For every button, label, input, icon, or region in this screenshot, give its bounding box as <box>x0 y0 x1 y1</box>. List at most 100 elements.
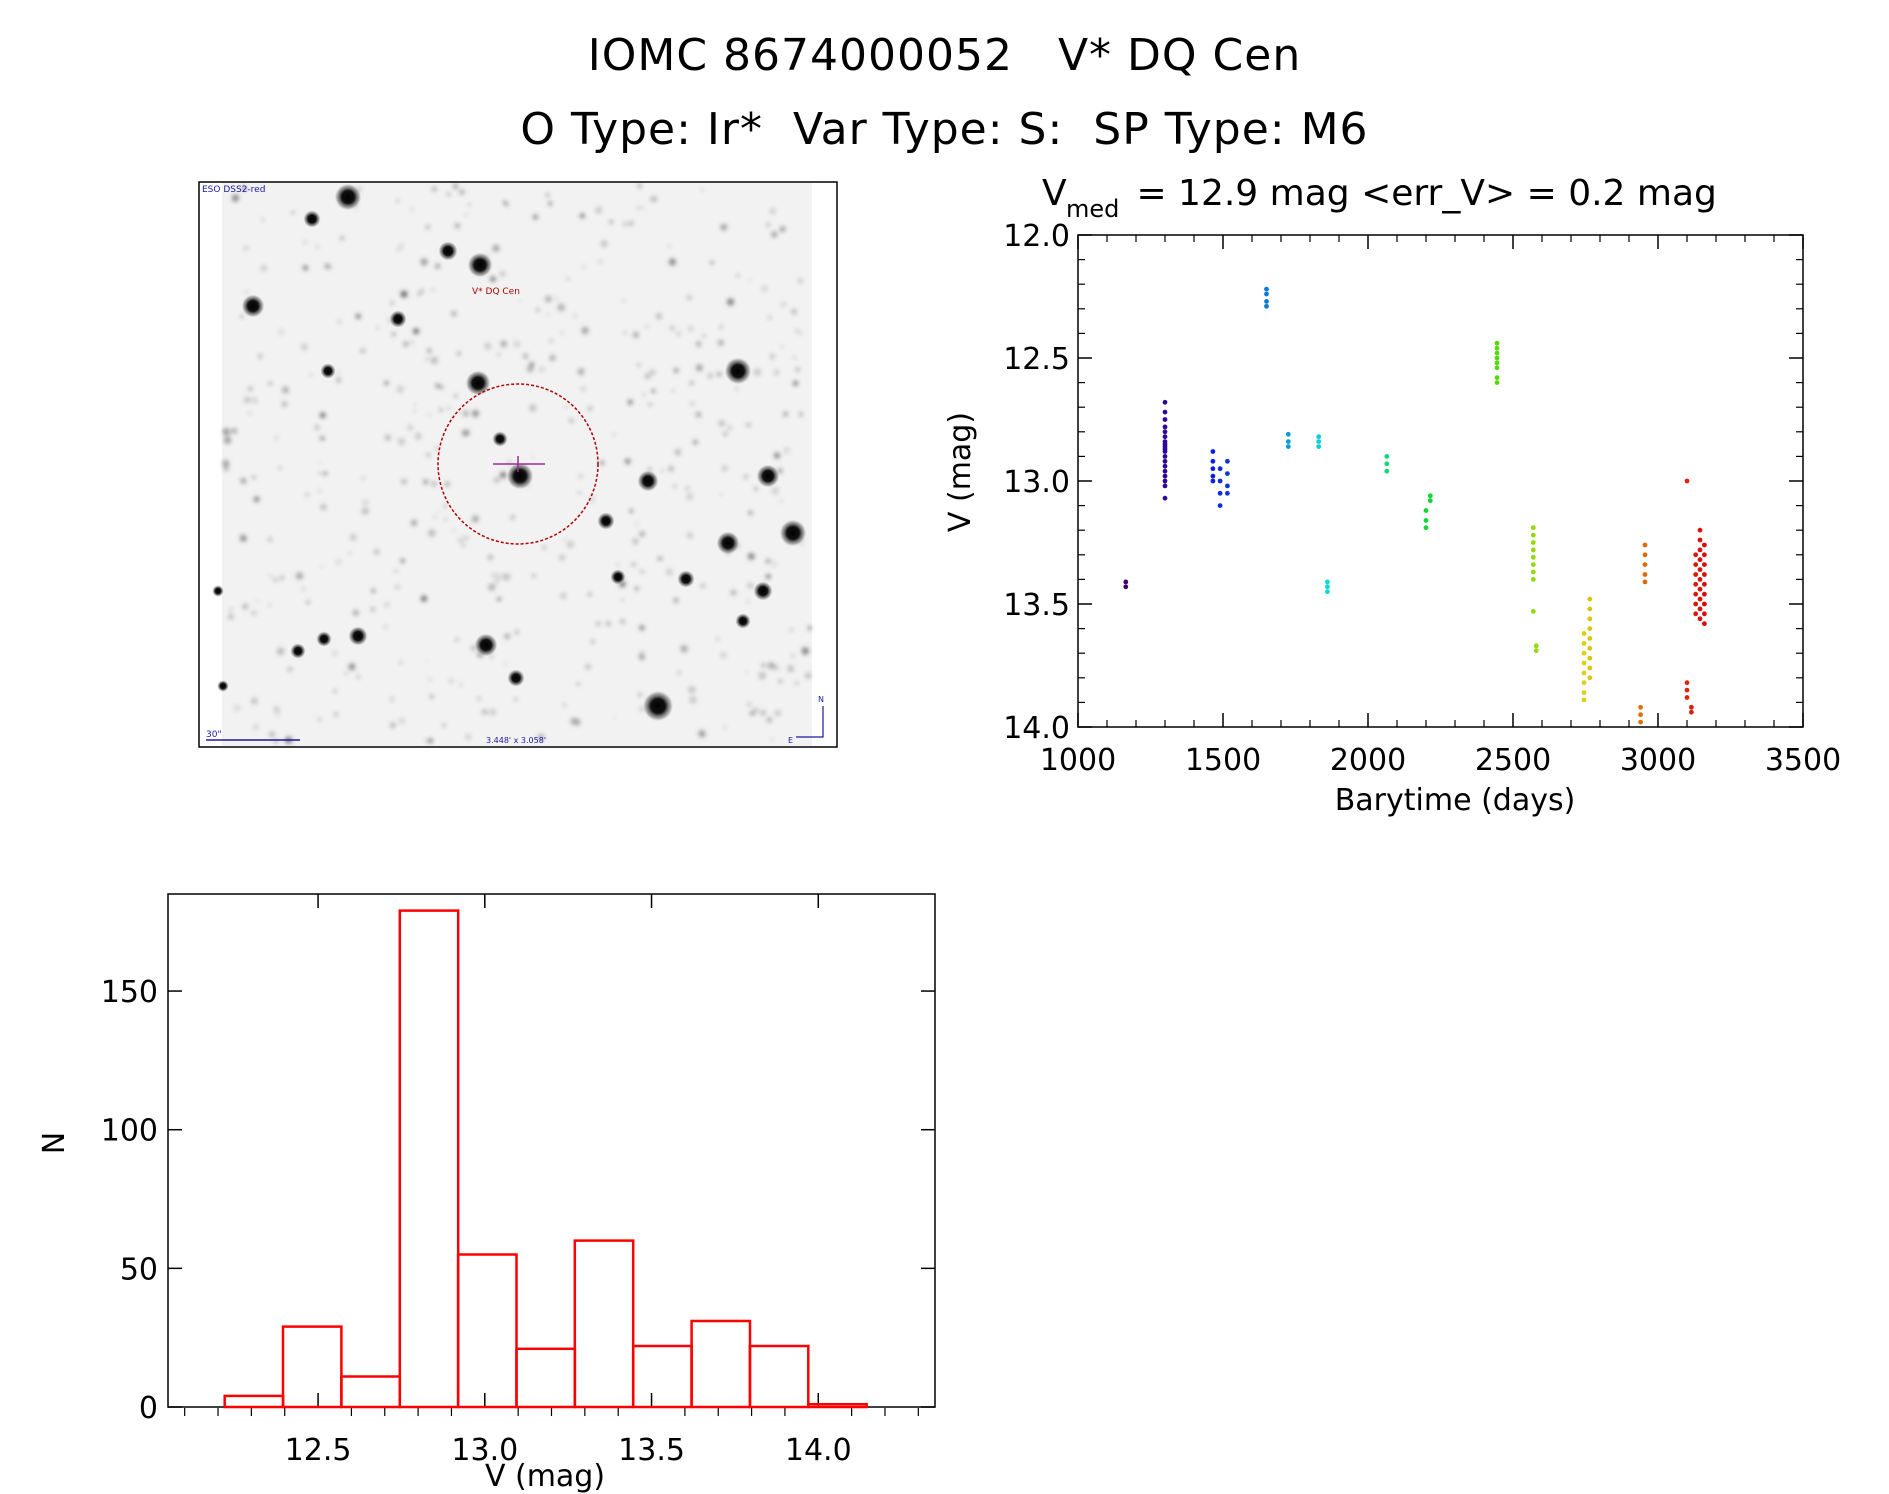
faint-star <box>399 661 402 664</box>
faint-star <box>248 387 252 391</box>
faint-star <box>715 636 720 642</box>
faint-star <box>471 409 480 418</box>
faint-star <box>295 572 304 580</box>
bright-star <box>474 633 498 657</box>
lc-point <box>1697 527 1703 533</box>
faint-star <box>769 207 777 215</box>
faint-star <box>513 340 521 348</box>
faint-star <box>798 412 803 417</box>
lc-axes: 1000 1500 2000 2500 3000 3500 12.0 12.5 13.0 13.5… <box>1003 219 1841 778</box>
faint-star <box>269 731 275 738</box>
lc-point <box>1217 478 1223 484</box>
north-label: N <box>818 695 824 704</box>
faint-star <box>461 544 465 548</box>
faint-star <box>276 647 285 655</box>
faint-star <box>726 298 735 306</box>
faint-star <box>636 362 641 368</box>
lc-point <box>1162 424 1168 430</box>
faint-star <box>398 243 405 249</box>
faint-star <box>373 548 380 556</box>
faint-star <box>702 334 705 338</box>
faint-star <box>792 355 797 360</box>
faint-star <box>499 471 507 479</box>
faint-star <box>560 331 564 335</box>
faint-star <box>504 633 511 640</box>
lc-ytick-label: 12.5 <box>1003 342 1070 377</box>
bright-star <box>389 310 407 328</box>
faint-star <box>355 313 361 319</box>
faint-star <box>447 407 450 410</box>
lc-point <box>1494 340 1500 346</box>
faint-star <box>438 384 444 390</box>
lc-point <box>1316 434 1322 440</box>
faint-star <box>457 351 461 356</box>
faint-star <box>766 717 773 723</box>
faint-star <box>698 730 706 738</box>
lc-point <box>1684 478 1690 484</box>
faint-star <box>773 665 779 671</box>
faint-star <box>431 186 437 192</box>
faint-star <box>558 554 566 561</box>
hist-ytick-label: 100 <box>101 1114 158 1149</box>
faint-star <box>548 201 553 206</box>
hist-ytick-label: 50 <box>120 1252 158 1287</box>
hist-axes: 12.5 13.0 13.5 14.0 0 50 100 150 <box>101 893 936 1468</box>
faint-star <box>302 265 309 271</box>
faint-star <box>325 264 332 270</box>
faint-star <box>804 672 812 679</box>
bright-star <box>756 464 780 488</box>
faint-star <box>489 708 496 716</box>
faint-star <box>532 214 539 220</box>
faint-star <box>532 574 536 577</box>
lc-point <box>1693 591 1699 597</box>
lc-point <box>1494 365 1500 371</box>
lc-point <box>1642 542 1648 548</box>
faint-star <box>554 297 559 301</box>
scale-label: 30" <box>206 730 222 740</box>
bright-star <box>597 512 615 530</box>
faint-star <box>667 465 675 472</box>
faint-star <box>765 574 771 579</box>
lc-point <box>1217 503 1223 508</box>
faint-star <box>452 183 459 189</box>
faint-star <box>707 372 714 379</box>
bright-star <box>716 531 740 555</box>
lc-point <box>1533 648 1539 654</box>
faint-star <box>695 411 702 418</box>
faint-star <box>398 717 406 725</box>
faint-star <box>411 340 414 344</box>
faint-star <box>671 388 675 393</box>
faint-star <box>716 371 722 377</box>
faint-star <box>619 618 626 625</box>
faint-star <box>666 568 673 576</box>
faint-star <box>385 434 391 441</box>
lc-point <box>1427 498 1433 504</box>
faint-star <box>336 377 341 383</box>
faint-star <box>435 447 439 451</box>
lc-point <box>1210 449 1216 454</box>
faint-star <box>443 517 448 522</box>
faint-star <box>503 201 507 205</box>
faint-star <box>780 499 784 503</box>
lc-point <box>1581 690 1587 695</box>
faint-star <box>305 493 309 497</box>
faint-star <box>752 707 760 715</box>
faint-star <box>401 478 407 485</box>
bright-star <box>212 585 224 597</box>
lc-point <box>1285 431 1291 437</box>
faint-star <box>337 320 342 325</box>
lc-point <box>1581 631 1587 636</box>
faint-star <box>758 672 766 680</box>
faint-star <box>689 381 694 385</box>
faint-star <box>396 385 404 393</box>
lc-points <box>1123 286 1707 725</box>
faint-star <box>655 313 663 320</box>
lc-point <box>1697 537 1703 543</box>
faint-star <box>761 285 768 292</box>
faint-star <box>535 307 541 313</box>
faint-star <box>771 487 779 495</box>
bright-star <box>316 631 332 647</box>
bright-star <box>724 357 752 385</box>
faint-star <box>430 356 438 365</box>
lc-title-prefix: V <box>1042 173 1067 214</box>
